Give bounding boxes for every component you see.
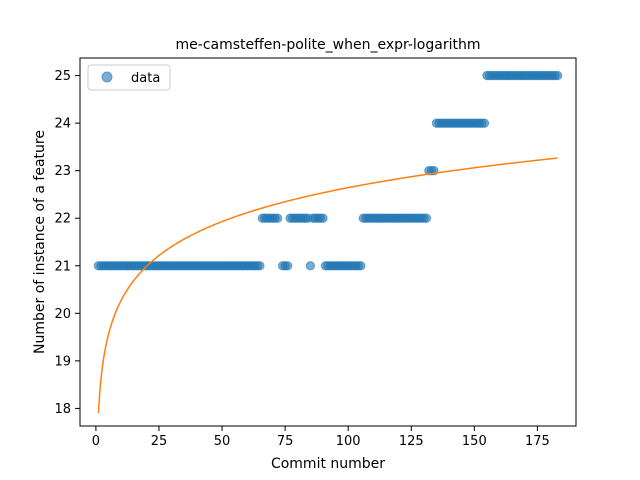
data-point [552, 70, 563, 81]
y-tick-label: 20 [54, 307, 71, 322]
data-point [272, 213, 283, 223]
fit-line [97, 157, 558, 414]
data-point [479, 118, 490, 128]
y-tick-label: 21 [54, 259, 71, 274]
y-axis-label: Number of instance of a feature [32, 130, 48, 354]
x-tick-label: 50 [214, 434, 231, 449]
x-axis-label: Commit number [271, 456, 385, 472]
y-tick-label: 19 [54, 354, 71, 369]
y-axis-ticks: 18 19 20 21 22 23 24 25 [54, 69, 80, 417]
legend-box [87, 64, 171, 91]
fit-line-layer [97, 157, 558, 414]
chart-title: me-camsteffen-polite_when_expr-logarithm [176, 37, 481, 53]
legend-marker [101, 71, 113, 83]
x-tick-label: 75 [277, 434, 294, 449]
data-point [421, 213, 432, 223]
x-tick-label: 125 [399, 434, 424, 449]
data-points [93, 70, 563, 271]
x-tick-label: 0 [92, 434, 100, 449]
y-tick-label: 22 [54, 212, 71, 227]
y-tick-label: 25 [54, 69, 71, 84]
data-point [282, 261, 293, 271]
x-tick-label: 25 [151, 434, 168, 449]
data-point [305, 261, 316, 271]
x-tick-label: 150 [462, 434, 487, 449]
x-tick-label: 175 [525, 434, 550, 449]
data-point [255, 261, 265, 271]
x-tick-label: 100 [336, 434, 361, 449]
legend: data [87, 64, 171, 91]
x-axis-ticks: 0 25 50 75 100 125 150 175 [92, 426, 550, 449]
y-tick-label: 18 [54, 402, 71, 417]
y-tick-label: 23 [54, 164, 71, 179]
data-point [356, 261, 366, 271]
legend-label-data: data [131, 71, 160, 86]
plot-frame [79, 57, 577, 427]
data-point [318, 213, 328, 223]
y-tick-label: 24 [54, 117, 71, 132]
